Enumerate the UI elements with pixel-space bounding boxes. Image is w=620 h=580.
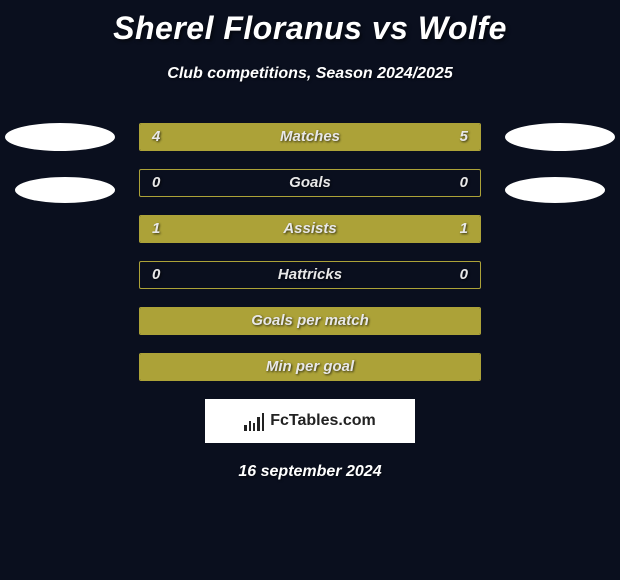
stat-label: Goals [140,170,480,196]
stat-bar-row: Goals per match [139,307,481,335]
stat-bar-row: 11Assists [139,215,481,243]
stat-bar-row: 00Hattricks [139,261,481,289]
stat-bars-container: 45Matches 00Goals 11Assists 00Hattricks Goal… [139,123,481,381]
stat-label: Goals per match [140,308,480,334]
stat-label: Matches [140,124,480,150]
player-right-avatar-placeholder [505,123,615,151]
stat-bar-row: 00Goals [139,169,481,197]
comparison-subtitle: Club competitions, Season 2024/2025 [0,65,620,83]
date-text: 16 september 2024 [0,463,620,481]
stat-bar-row: Min per goal [139,353,481,381]
stat-label: Min per goal [140,354,480,380]
branding-text: FcTables.com [270,412,376,430]
branding-box: FcTables.com [205,399,415,443]
player-left-avatar-placeholder [5,123,115,151]
stat-label: Hattricks [140,262,480,288]
comparison-title: Sherel Floranus vs Wolfe [0,0,620,47]
stat-label: Assists [140,216,480,242]
player-right-team-placeholder [505,177,605,203]
bars-chart-icon [244,411,264,431]
player-left-team-placeholder [15,177,115,203]
stat-bar-row: 45Matches [139,123,481,151]
